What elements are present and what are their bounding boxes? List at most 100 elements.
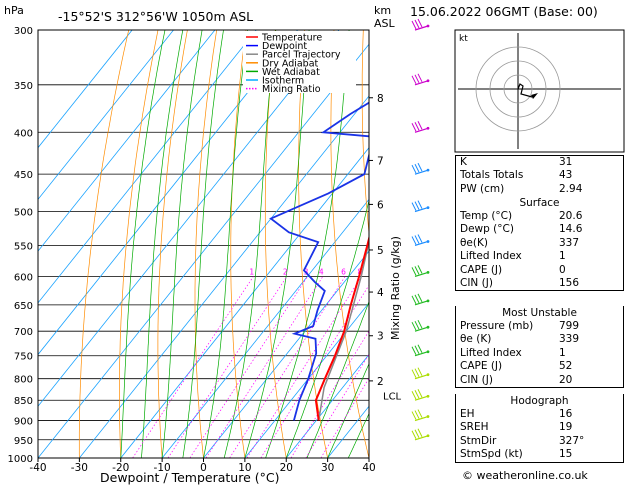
km-tick-label: 6 — [377, 199, 384, 211]
isotherm — [38, 30, 257, 304]
height-unit-asl: ASL — [374, 17, 396, 30]
isotherm — [38, 30, 216, 252]
pressure-tick-label: 450 — [14, 170, 33, 181]
wind-barb-flag — [414, 390, 420, 399]
indices-table: K 31 Totals Totals 43 PW (cm) 2.94 — [455, 155, 624, 198]
wind-barb-flag — [417, 162, 423, 172]
dry-adiabat — [194, 30, 218, 458]
legend-label: Parcel Trajectory — [262, 50, 341, 61]
row-value: 2.94 — [559, 182, 583, 195]
wind-barb-flag — [414, 320, 420, 330]
row-value: 339 — [559, 333, 580, 346]
wind-barb — [414, 326, 429, 332]
wind-barbs — [411, 18, 430, 441]
row-value: 14.6 — [559, 223, 583, 236]
mixing-ratio-line — [305, 353, 369, 458]
row-value: 16 — [559, 408, 573, 420]
legend-label: Dry Adiabat — [262, 58, 319, 69]
wind-barb-dot — [426, 325, 430, 329]
mixing-ratio-line — [189, 276, 308, 458]
wind-barb-flag — [411, 411, 417, 420]
table-row: θe(K) 337 — [456, 237, 623, 250]
hodograph-unit: kt — [459, 34, 468, 44]
wind-barb — [414, 169, 429, 175]
table-row: CAPE (J) 52 — [456, 360, 623, 373]
wind-barb-flag — [414, 74, 420, 84]
wind-barb-dot — [426, 434, 430, 438]
wet-adiabat — [306, 300, 369, 458]
wind-barb-dot — [426, 240, 430, 243]
x-tick-label: 0 — [200, 462, 207, 474]
isotherm — [38, 30, 340, 407]
isotherm — [38, 30, 174, 201]
wet-adiabat — [265, 30, 350, 458]
wind-barb-dot — [426, 126, 430, 130]
km-tick-label: 3 — [377, 331, 384, 343]
km-tick-label: 8 — [377, 93, 384, 105]
wind-barb-flag — [417, 409, 423, 418]
row-label: StmSpd (kt) — [460, 448, 523, 461]
wind-barb-dot — [426, 79, 430, 83]
legend-box — [243, 31, 356, 93]
wet-adiabat — [120, 30, 166, 458]
table-row: CIN (J) 20 — [456, 374, 623, 387]
parcel-trajectory-line — [317, 238, 369, 421]
pressure-tick-label: 300 — [14, 26, 33, 37]
table-title: Hodograph — [510, 395, 569, 407]
wind-barb — [414, 207, 429, 213]
hodograph: kt — [454, 29, 625, 153]
wet-adiabat — [203, 30, 249, 458]
mixing-ratio-axis-label: Mixing Ratio (g/kg) — [389, 236, 402, 340]
surface-table: Surface Temp (°C) 20.6 Dewp (°C) 14.6 θe(K) 33… — [455, 196, 624, 292]
row-label: Lifted Index — [460, 346, 522, 359]
wet-adiabat — [161, 30, 203, 458]
row-label: EH — [460, 408, 475, 420]
wind-barb-flag — [417, 293, 423, 303]
dry-adiabat — [78, 30, 130, 458]
table-row: Pressure (mb) 799 — [456, 320, 623, 333]
dry-adiabat — [157, 30, 188, 458]
row-value: 327° — [559, 434, 585, 447]
wind-barb-flag — [411, 20, 417, 30]
km-tick-label: 5 — [377, 245, 384, 257]
wind-barb — [414, 351, 429, 357]
isotherm — [203, 250, 369, 458]
mixing-ratio-line — [132, 276, 254, 458]
pressure-tick-label: 600 — [14, 272, 33, 283]
wind-barb-flag — [411, 346, 417, 355]
pressure-tick-label: 1000 — [8, 454, 33, 465]
pressure-tick-label: 850 — [14, 396, 33, 407]
isotherm — [120, 147, 369, 458]
wind-barb-flag — [411, 75, 417, 85]
wet-adiabat — [285, 198, 369, 458]
wind-barb-flag — [411, 391, 417, 400]
table-row: SREH 19 — [456, 421, 623, 434]
wind-barb-flag — [411, 369, 417, 378]
x-tick-label: 10 — [238, 462, 251, 474]
wind-barb-flag — [414, 201, 420, 210]
chart-curves — [269, 101, 369, 421]
mixing-ratio-line — [260, 284, 369, 458]
wind-barb-flag — [411, 267, 417, 276]
table-row: PW (cm) 2.94 — [456, 183, 623, 196]
wind-barb-flag — [417, 121, 423, 130]
table-row: θe (K) 339 — [456, 333, 623, 346]
row-label: CAPE (J) — [460, 263, 503, 276]
row-label: Temp (°C) — [460, 210, 513, 222]
chart-grid: 12346810162025 — [38, 30, 369, 458]
wet-adiabat — [327, 362, 369, 458]
table-row: Dewp (°C) 14.6 — [456, 223, 623, 236]
wind-barb-flag — [414, 266, 420, 275]
wind-barb — [414, 80, 429, 86]
x-tick-label: -10 — [154, 462, 171, 474]
mixing-ratio-line — [246, 276, 362, 458]
wind-barb-flag — [417, 18, 423, 28]
km-tick-label: 7 — [377, 155, 384, 167]
wet-adiabat — [223, 30, 277, 458]
pressure-tick-label: 800 — [14, 375, 33, 386]
pressure-tick-label: 500 — [14, 208, 33, 219]
row-value: 52 — [559, 360, 573, 373]
wind-barb-flag — [414, 235, 420, 244]
wind-barb-flag — [417, 265, 423, 274]
location-title: -15°52'S 312°56'W 1050m ASL — [58, 9, 253, 24]
